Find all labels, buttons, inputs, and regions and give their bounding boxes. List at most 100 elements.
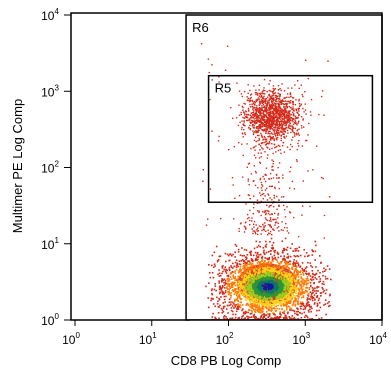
event-dot	[272, 124, 274, 126]
event-dot	[250, 250, 253, 253]
event-dot	[278, 298, 281, 300]
event-dot	[328, 305, 330, 308]
event-dot	[308, 286, 311, 289]
event-dot	[276, 295, 279, 298]
event-dot	[291, 287, 294, 289]
event-dot	[287, 297, 290, 299]
event-dot	[270, 291, 272, 294]
event-dot	[255, 140, 257, 143]
event-dot	[251, 111, 254, 114]
event-dot	[250, 284, 252, 287]
event-dot	[306, 297, 309, 299]
event-dot	[216, 303, 219, 305]
event-dot	[207, 58, 210, 60]
event-dot	[280, 296, 282, 299]
event-dot	[282, 258, 285, 261]
event-dot	[254, 120, 256, 122]
event-dot	[286, 307, 288, 309]
event-dot	[250, 263, 253, 266]
event-dot	[276, 264, 279, 267]
event-dot	[245, 292, 248, 295]
event-dot	[315, 278, 318, 280]
event-dot	[272, 246, 274, 249]
event-dot	[292, 304, 294, 306]
event-dot	[277, 299, 279, 301]
event-dot	[236, 305, 239, 308]
event-dot	[207, 306, 210, 309]
event-dot	[290, 113, 292, 116]
event-dot	[242, 154, 244, 157]
event-dot	[297, 262, 299, 264]
event-dot	[260, 274, 263, 277]
event-dot	[272, 275, 275, 277]
event-dot	[273, 264, 276, 266]
event-dot	[264, 125, 267, 127]
event-dot	[318, 317, 320, 320]
event-dot	[262, 148, 264, 150]
event-dot	[249, 272, 251, 275]
event-dot	[221, 280, 223, 282]
event-dot	[278, 103, 281, 106]
event-dot	[243, 281, 245, 284]
event-dot	[305, 282, 308, 284]
event-dot	[244, 290, 247, 293]
event-dot	[292, 106, 294, 108]
event-dot	[296, 318, 299, 320]
event-dot	[246, 266, 249, 269]
event-dot	[280, 137, 282, 140]
event-dot	[271, 91, 274, 93]
event-dot	[265, 97, 268, 100]
event-dot	[222, 305, 225, 308]
event-dot	[251, 294, 253, 297]
event-dot	[223, 305, 226, 308]
event-dot	[267, 293, 269, 295]
event-dot	[259, 149, 261, 151]
event-dot	[257, 108, 259, 111]
event-dot	[293, 110, 295, 112]
event-dot	[307, 316, 309, 319]
event-dot	[247, 163, 250, 165]
event-dot	[291, 146, 293, 148]
event-dot	[252, 130, 254, 132]
event-dot	[281, 300, 284, 303]
event-dot	[303, 311, 306, 314]
event-dot	[287, 287, 290, 289]
event-dot	[280, 119, 282, 121]
event-dot	[242, 262, 245, 265]
event-dot	[257, 152, 260, 154]
event-dot	[316, 302, 319, 305]
event-dot	[283, 249, 285, 252]
event-dot	[302, 296, 305, 299]
event-dot	[272, 129, 275, 132]
event-dot	[301, 281, 303, 284]
event-dot	[275, 130, 278, 133]
event-dot	[205, 285, 207, 288]
event-dot	[257, 310, 259, 313]
event-dot	[219, 287, 222, 290]
event-dot	[301, 280, 303, 283]
event-dot	[320, 176, 323, 179]
event-dot	[255, 122, 258, 124]
event-dot	[249, 99, 251, 101]
event-dot	[261, 109, 263, 111]
event-dot	[244, 125, 246, 127]
event-dot	[272, 111, 274, 114]
event-dot	[226, 274, 229, 277]
event-dot	[272, 270, 274, 272]
event-dot	[280, 277, 283, 279]
event-dot	[254, 316, 256, 319]
event-dot	[240, 222, 242, 224]
event-dot	[271, 113, 274, 115]
event-dot	[237, 304, 240, 306]
event-dot	[243, 278, 246, 280]
event-dot	[289, 309, 291, 311]
event-dot	[285, 286, 287, 289]
event-dot	[271, 143, 273, 145]
event-dot	[265, 119, 267, 121]
event-dot	[278, 205, 280, 207]
event-dot	[269, 287, 272, 290]
event-dot	[250, 280, 252, 282]
event-dot	[263, 287, 265, 290]
event-dot	[282, 285, 285, 287]
event-dot	[269, 118, 271, 121]
